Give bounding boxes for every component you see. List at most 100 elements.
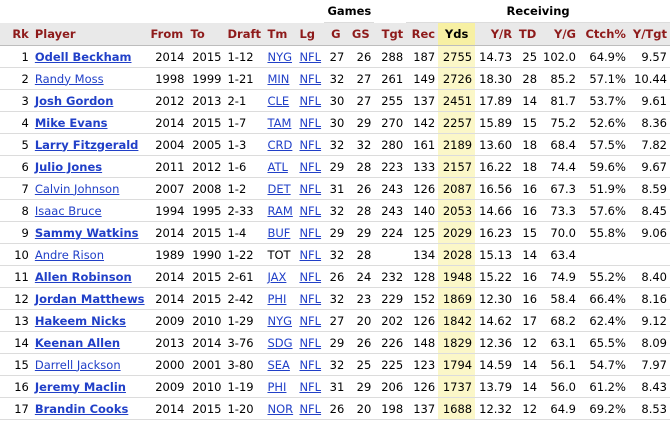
player-link[interactable]: Andre Rison [34,247,105,262]
league-link[interactable]: NFL [299,269,322,284]
player-link[interactable]: Keenan Allen [34,335,121,350]
league-link[interactable]: NFL [299,49,322,64]
team-link[interactable]: SEA [267,357,290,372]
cell-tgt: 223 [374,155,407,178]
cell-rec: 126 [406,177,439,200]
col-header-rec[interactable]: Rec [406,22,439,46]
cell-tgt: 229 [374,287,407,310]
league-link[interactable]: NFL [299,203,322,218]
team-link[interactable]: SDG [267,335,293,350]
team-link[interactable]: TAM [267,115,292,130]
league-link[interactable]: NFL [299,313,322,328]
league-link[interactable]: NFL [299,71,322,86]
cell-to: 2015 [187,287,225,310]
cell-g: 26 [324,397,348,420]
team-link[interactable]: NOR [267,401,294,416]
team-link[interactable]: BUF [267,225,291,240]
cell-yds: 2028 [438,243,476,266]
cell-yds: 1829 [438,331,476,354]
league-link[interactable]: NFL [299,357,322,372]
col-header-tgt[interactable]: Tgt [374,22,407,46]
cell-ytgt: 8.53 [628,397,670,420]
cell-yds: 2157 [438,155,476,178]
league-link[interactable]: NFL [299,137,322,152]
cell-ctch [578,243,629,266]
player-link[interactable]: Darrell Jackson [34,357,121,372]
team-link[interactable]: CRD [267,137,293,152]
player-link[interactable]: Larry Fitzgerald [34,137,139,152]
league-link[interactable]: NFL [299,181,322,196]
col-header-ypg[interactable]: Y/G [540,22,579,46]
team-link[interactable]: ATL [267,159,288,174]
team-link[interactable]: JAX [267,269,287,284]
col-header-ytgt[interactable]: Y/Tgt [628,22,670,46]
cell-g: 31 [324,375,348,398]
league-link[interactable]: NFL [299,225,322,240]
team-link[interactable]: PHI [267,291,287,306]
player-link[interactable]: Randy Moss [34,71,104,86]
col-header-td[interactable]: TD [515,22,541,46]
cell-gs: 29 [347,111,375,134]
cell-yds: 2755 [438,45,476,68]
league-link[interactable]: NFL [299,379,322,394]
col-header-ypr[interactable]: Y/R [475,22,516,46]
player-link[interactable]: Isaac Bruce [34,203,102,218]
player-link[interactable]: Mike Evans [34,115,108,130]
team-link[interactable]: RAM [267,203,293,218]
league-link[interactable]: NFL [299,335,322,350]
player-link[interactable]: Odell Beckham [34,49,132,64]
league-link[interactable]: NFL [299,115,322,130]
league-link[interactable]: NFL [299,93,322,108]
col-header-lg[interactable]: Lg [296,22,325,46]
player-link[interactable]: Brandin Cooks [34,401,129,416]
cell-ctch: 52.6% [578,111,629,134]
cell-from: 2012 [147,89,188,112]
team-link[interactable]: DET [267,181,291,196]
cell-league: NFL [296,287,325,310]
team-link[interactable]: CLE [267,93,290,108]
player-link[interactable]: Jeremy Maclin [34,379,126,394]
league-link[interactable]: NFL [299,291,322,306]
league-link[interactable]: NFL [299,159,322,174]
team-link[interactable]: NYG [267,313,293,328]
team-link[interactable]: PHI [267,379,287,394]
player-link[interactable]: Josh Gordon [34,93,114,108]
cell-player: Hakeem Nicks [31,309,148,332]
team-link[interactable]: MIN [267,71,290,86]
player-link[interactable]: Julio Jones [34,159,103,174]
table-row: 8 Isaac Bruce 1994 1995 2-33 RAM NFL 32 28 243 140… [0,199,670,222]
col-header-yds[interactable]: Yds [438,22,476,46]
league-link[interactable]: NFL [299,401,322,416]
col-header-gs[interactable]: GS [347,22,375,46]
col-header-from[interactable]: From [147,22,188,46]
cell-rk: 13 [0,309,32,332]
league-link[interactable]: NFL [299,247,322,262]
player-link[interactable]: Jordan Matthews [34,291,145,306]
col-header-to[interactable]: To [187,22,225,46]
cell-ytgt: 7.82 [628,133,670,156]
player-link[interactable]: Allen Robinson [34,269,132,284]
cell-ypg: 70.0 [540,221,579,244]
col-header-ctch[interactable]: Ctch% [578,22,629,46]
col-header-draft[interactable]: Draft [224,22,265,46]
team-link[interactable]: NYG [267,49,293,64]
player-link[interactable]: Sammy Watkins [34,225,139,240]
cell-rec: 126 [406,375,439,398]
cell-player: Calvin Johnson [31,177,148,200]
cell-league: NFL [296,111,325,134]
cell-td: 25 [515,45,541,68]
table-row: 6 Julio Jones 2011 2012 1-6 ATL NFL 29 28 223 133 2… [0,155,670,178]
player-link[interactable]: Hakeem Nicks [34,313,127,328]
cell-draft: 2-1 [224,89,265,112]
cell-g: 29 [324,331,348,354]
cell-td: 14 [515,353,541,376]
player-link[interactable]: Calvin Johnson [34,181,120,196]
col-header-g[interactable]: G [324,22,348,46]
cell-ctch: 69.2% [578,397,629,420]
col-header-rk[interactable]: Rk [0,22,32,46]
col-header-tm[interactable]: Tm [264,22,297,46]
cell-td: 18 [515,155,541,178]
cell-td: 14 [515,243,541,266]
col-header-player[interactable]: Player [31,22,148,46]
cell-g: 29 [324,155,348,178]
